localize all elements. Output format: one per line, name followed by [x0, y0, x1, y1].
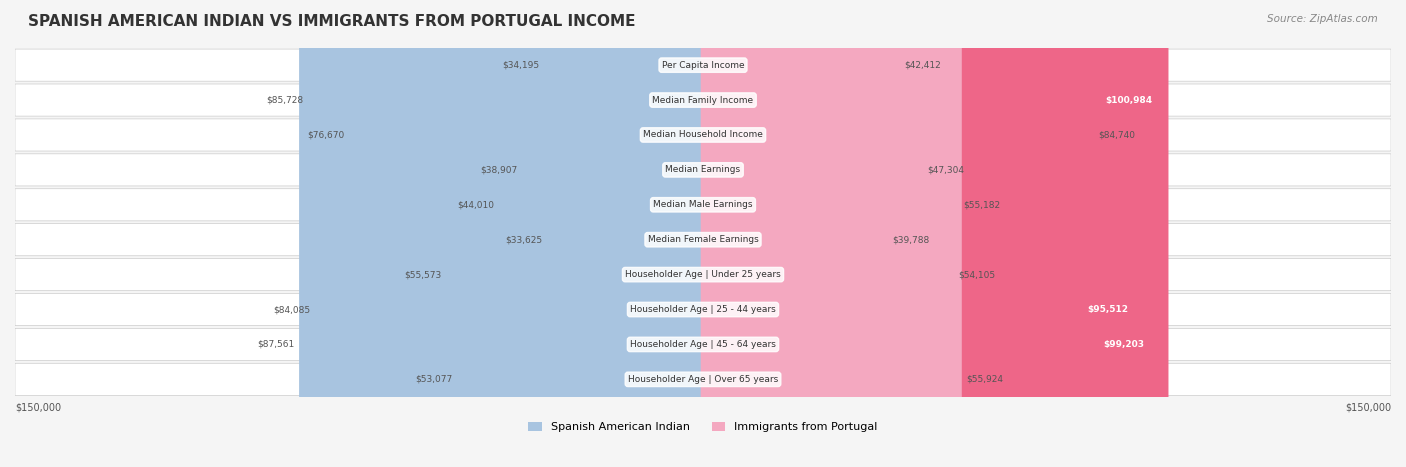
FancyBboxPatch shape — [547, 0, 706, 467]
Text: $55,573: $55,573 — [404, 270, 441, 279]
FancyBboxPatch shape — [700, 0, 1168, 467]
FancyBboxPatch shape — [349, 0, 706, 467]
FancyBboxPatch shape — [15, 293, 1391, 325]
Text: Householder Age | Over 65 years: Householder Age | Over 65 years — [628, 375, 778, 384]
FancyBboxPatch shape — [700, 0, 900, 467]
FancyBboxPatch shape — [15, 49, 1391, 81]
Text: Median Household Income: Median Household Income — [643, 130, 763, 140]
FancyBboxPatch shape — [15, 328, 1391, 361]
Text: SPANISH AMERICAN INDIAN VS IMMIGRANTS FROM PORTUGAL INCOME: SPANISH AMERICAN INDIAN VS IMMIGRANTS FR… — [28, 14, 636, 29]
Text: $33,625: $33,625 — [505, 235, 541, 244]
Text: Householder Age | 25 - 44 years: Householder Age | 25 - 44 years — [630, 305, 776, 314]
Text: $150,000: $150,000 — [15, 402, 60, 412]
FancyBboxPatch shape — [499, 0, 706, 467]
Text: $95,512: $95,512 — [1087, 305, 1128, 314]
Text: $150,000: $150,000 — [1346, 402, 1391, 412]
Text: $76,670: $76,670 — [307, 130, 344, 140]
FancyBboxPatch shape — [15, 154, 1391, 186]
FancyBboxPatch shape — [15, 259, 1391, 290]
FancyBboxPatch shape — [700, 0, 1160, 467]
FancyBboxPatch shape — [700, 0, 887, 467]
Text: Source: ZipAtlas.com: Source: ZipAtlas.com — [1267, 14, 1378, 24]
FancyBboxPatch shape — [700, 0, 962, 467]
FancyBboxPatch shape — [15, 189, 1391, 221]
Text: Median Male Earnings: Median Male Earnings — [654, 200, 752, 209]
Text: Median Family Income: Median Family Income — [652, 96, 754, 105]
Text: Median Female Earnings: Median Female Earnings — [648, 235, 758, 244]
Text: $44,010: $44,010 — [457, 200, 495, 209]
FancyBboxPatch shape — [15, 224, 1391, 256]
Text: $39,788: $39,788 — [893, 235, 929, 244]
FancyBboxPatch shape — [457, 0, 706, 467]
FancyBboxPatch shape — [522, 0, 706, 467]
FancyBboxPatch shape — [700, 0, 1094, 467]
Text: $84,740: $84,740 — [1098, 130, 1136, 140]
FancyBboxPatch shape — [700, 0, 922, 467]
FancyBboxPatch shape — [700, 0, 953, 467]
Text: $54,105: $54,105 — [957, 270, 995, 279]
Text: $47,304: $47,304 — [927, 165, 965, 174]
Text: $85,728: $85,728 — [266, 96, 302, 105]
Legend: Spanish American Indian, Immigrants from Portugal: Spanish American Indian, Immigrants from… — [524, 417, 882, 437]
FancyBboxPatch shape — [15, 119, 1391, 151]
Text: Per Capita Income: Per Capita Income — [662, 61, 744, 70]
Text: $100,984: $100,984 — [1105, 96, 1153, 105]
FancyBboxPatch shape — [299, 0, 706, 467]
Text: $55,924: $55,924 — [966, 375, 1004, 384]
FancyBboxPatch shape — [544, 0, 706, 467]
Text: $53,077: $53,077 — [415, 375, 453, 384]
FancyBboxPatch shape — [315, 0, 706, 467]
Text: Householder Age | Under 25 years: Householder Age | Under 25 years — [626, 270, 780, 279]
FancyBboxPatch shape — [15, 363, 1391, 396]
Text: $34,195: $34,195 — [502, 61, 540, 70]
Text: Householder Age | 45 - 64 years: Householder Age | 45 - 64 years — [630, 340, 776, 349]
FancyBboxPatch shape — [700, 0, 959, 467]
Text: $38,907: $38,907 — [481, 165, 517, 174]
FancyBboxPatch shape — [15, 84, 1391, 116]
FancyBboxPatch shape — [308, 0, 706, 467]
FancyBboxPatch shape — [700, 0, 1143, 467]
Text: $84,085: $84,085 — [273, 305, 311, 314]
Text: Median Earnings: Median Earnings — [665, 165, 741, 174]
Text: $42,412: $42,412 — [904, 61, 941, 70]
Text: $99,203: $99,203 — [1104, 340, 1144, 349]
Text: $55,182: $55,182 — [963, 200, 1000, 209]
Text: $87,561: $87,561 — [257, 340, 294, 349]
FancyBboxPatch shape — [446, 0, 706, 467]
